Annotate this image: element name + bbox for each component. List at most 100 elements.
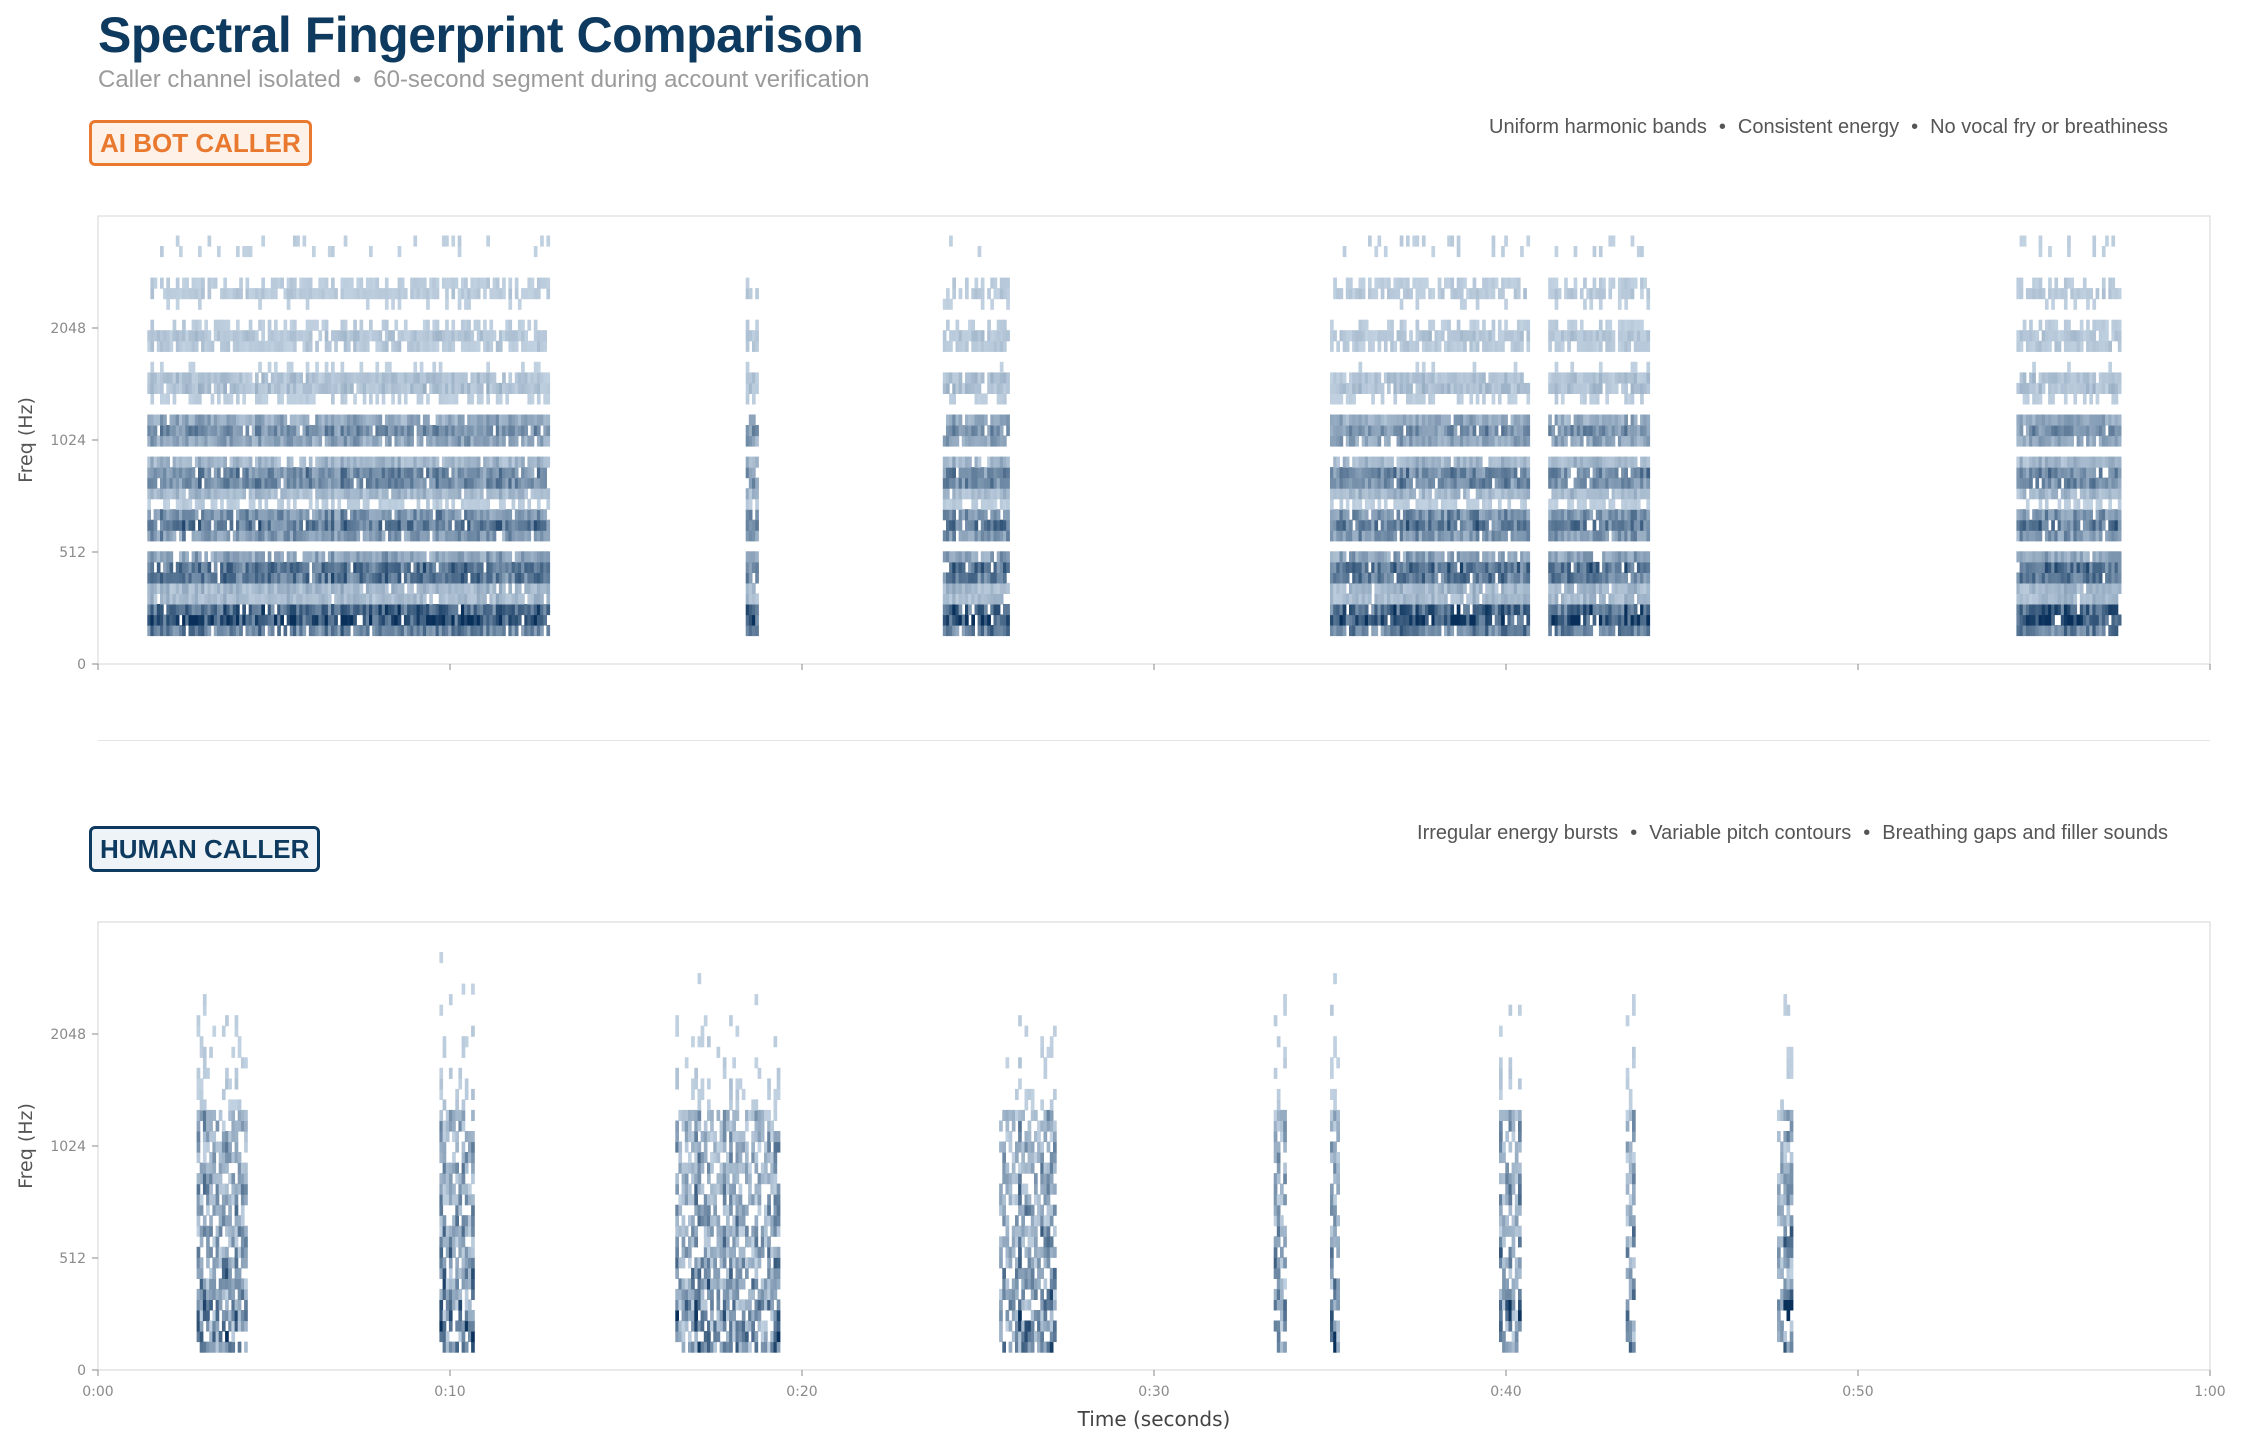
energy-cell <box>536 509 541 521</box>
energy-cell <box>255 414 259 426</box>
energy-cell <box>1456 572 1461 584</box>
energy-cell <box>239 551 243 563</box>
energy-cell <box>1409 393 1413 405</box>
energy-cell <box>296 561 300 573</box>
energy-cell <box>242 572 246 584</box>
energy-cell <box>191 488 196 500</box>
energy-cell <box>432 288 437 300</box>
energy-cell <box>334 467 338 479</box>
energy-cell <box>397 340 402 352</box>
energy-cell <box>305 414 310 426</box>
energy-cell <box>315 372 319 384</box>
energy-cell <box>277 551 281 563</box>
energy-cell <box>280 551 284 563</box>
energy-cell <box>1428 625 1432 637</box>
energy-cell <box>1488 456 1493 468</box>
energy-cell <box>540 614 544 626</box>
energy-cell <box>1472 572 1477 584</box>
energy-cell <box>150 288 155 300</box>
energy-cell <box>359 509 364 521</box>
energy-cell <box>232 435 237 447</box>
energy-cell <box>1412 488 1417 500</box>
energy-cell <box>1482 530 1486 542</box>
energy-cell <box>1431 456 1436 468</box>
human-trait-1: Irregular energy bursts <box>1417 822 1619 844</box>
energy-cell <box>365 425 370 437</box>
energy-cell <box>1006 425 1010 437</box>
energy-cell <box>745 572 750 584</box>
energy-cell <box>207 593 212 605</box>
energy-cell <box>384 298 389 310</box>
energy-cell <box>1003 372 1007 384</box>
energy-cell <box>1431 246 1436 258</box>
energy-cell <box>543 561 547 573</box>
energy-cell <box>236 288 240 300</box>
energy-cell <box>1368 425 1372 437</box>
energy-cell <box>984 561 988 573</box>
energy-cell <box>185 519 189 531</box>
energy-cell <box>476 572 481 584</box>
energy-cell <box>160 372 164 384</box>
energy-cell <box>324 593 329 605</box>
energy-cell <box>987 561 991 573</box>
energy-cell <box>946 582 950 594</box>
energy-cell <box>248 530 253 542</box>
energy-cell <box>179 498 183 510</box>
energy-cell <box>369 414 373 426</box>
energy-cell <box>502 519 506 531</box>
energy-cell <box>232 530 237 542</box>
energy-cell <box>293 561 297 573</box>
energy-cell <box>172 456 177 468</box>
energy-cell <box>435 414 440 426</box>
energy-cell <box>175 593 180 605</box>
energy-cell <box>1349 435 1353 447</box>
energy-cell <box>530 477 535 489</box>
energy-cell <box>1374 435 1379 447</box>
energy-cell <box>239 582 243 594</box>
energy-cell <box>1501 625 1505 637</box>
energy-cell <box>1466 288 1470 300</box>
energy-cell <box>1361 582 1366 594</box>
energy-cell <box>977 372 982 384</box>
energy-cell <box>283 509 288 521</box>
energy-cell <box>996 509 1001 521</box>
energy-cell <box>391 498 395 510</box>
energy-cell <box>375 435 380 447</box>
energy-cell <box>530 614 535 626</box>
energy-cell <box>999 382 1004 394</box>
energy-cell <box>191 319 196 331</box>
energy-cell <box>492 477 497 489</box>
energy-cell <box>255 488 259 500</box>
energy-cell <box>362 614 367 626</box>
energy-cell <box>422 288 427 300</box>
energy-cell <box>1469 414 1474 426</box>
energy-cell <box>1374 551 1379 563</box>
energy-cell <box>1431 382 1436 394</box>
energy-cell <box>255 456 259 468</box>
energy-cell <box>331 330 335 342</box>
energy-cell <box>505 488 509 500</box>
energy-cell <box>362 625 367 637</box>
energy-cell <box>321 582 326 594</box>
energy-cell <box>1371 614 1375 626</box>
bot-trait-3: No vocal fry or breathiness <box>1930 116 2168 138</box>
energy-cell <box>204 372 208 384</box>
energy-cell <box>372 477 376 489</box>
energy-cell <box>968 467 972 479</box>
energy-cell <box>293 319 297 331</box>
energy-cell <box>175 330 180 342</box>
energy-cell <box>1421 614 1426 626</box>
energy-cell <box>410 625 414 637</box>
energy-cell <box>1440 456 1445 468</box>
energy-cell <box>1453 509 1458 521</box>
energy-cell <box>397 519 402 531</box>
energy-cell <box>454 561 459 573</box>
energy-cell <box>1371 551 1375 563</box>
energy-cell <box>293 340 297 352</box>
energy-cell <box>1434 582 1439 594</box>
energy-cell <box>277 382 281 394</box>
energy-cell <box>996 519 1001 531</box>
energy-cell <box>331 425 335 437</box>
energy-cell <box>1402 330 1407 342</box>
energy-cell <box>220 572 224 584</box>
